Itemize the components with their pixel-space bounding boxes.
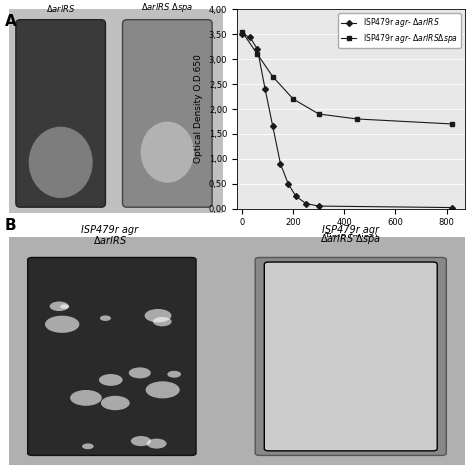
Circle shape <box>62 336 74 342</box>
Y-axis label: Optical Density O.D.650: Optical Density O.D.650 <box>194 55 203 164</box>
FancyBboxPatch shape <box>264 262 437 451</box>
FancyBboxPatch shape <box>255 257 447 456</box>
Text: ISP479r agr: ISP479r agr <box>322 225 379 235</box>
Circle shape <box>93 396 123 410</box>
Text: $\Delta$arlRS $\Delta$spa: $\Delta$arlRS $\Delta$spa <box>141 0 193 14</box>
Circle shape <box>126 302 153 316</box>
Circle shape <box>102 394 129 408</box>
Circle shape <box>148 361 179 376</box>
Circle shape <box>161 390 173 395</box>
Circle shape <box>143 372 155 378</box>
Text: $\Delta$$arlRS$ $\Delta$$spa$: $\Delta$$arlRS$ $\Delta$$spa$ <box>320 232 381 246</box>
Legend: ISP479r $agr$- $\Delta$$arlRS$, ISP479r $agr$- $\Delta$$arlRS$$\Delta$$spa$: ISP479r $agr$- $\Delta$$arlRS$, ISP479r … <box>338 13 461 48</box>
Circle shape <box>160 349 172 355</box>
Text: $\Delta$$arlRS$: $\Delta$$arlRS$ <box>92 234 127 246</box>
FancyBboxPatch shape <box>122 20 212 207</box>
Text: B: B <box>5 218 17 233</box>
X-axis label: Time (mins): Time (mins) <box>324 233 378 242</box>
Text: $\Delta$arlRS: $\Delta$arlRS <box>46 2 75 14</box>
FancyBboxPatch shape <box>16 20 106 207</box>
Circle shape <box>92 354 116 366</box>
Circle shape <box>105 362 137 378</box>
Circle shape <box>63 356 73 361</box>
Text: ISP479r agr: ISP479r agr <box>81 225 138 235</box>
Circle shape <box>64 311 98 328</box>
FancyBboxPatch shape <box>27 257 196 456</box>
Circle shape <box>171 391 187 399</box>
Ellipse shape <box>141 122 194 182</box>
Circle shape <box>153 368 180 382</box>
Circle shape <box>124 301 158 319</box>
Text: A: A <box>5 14 17 29</box>
Ellipse shape <box>28 127 92 198</box>
